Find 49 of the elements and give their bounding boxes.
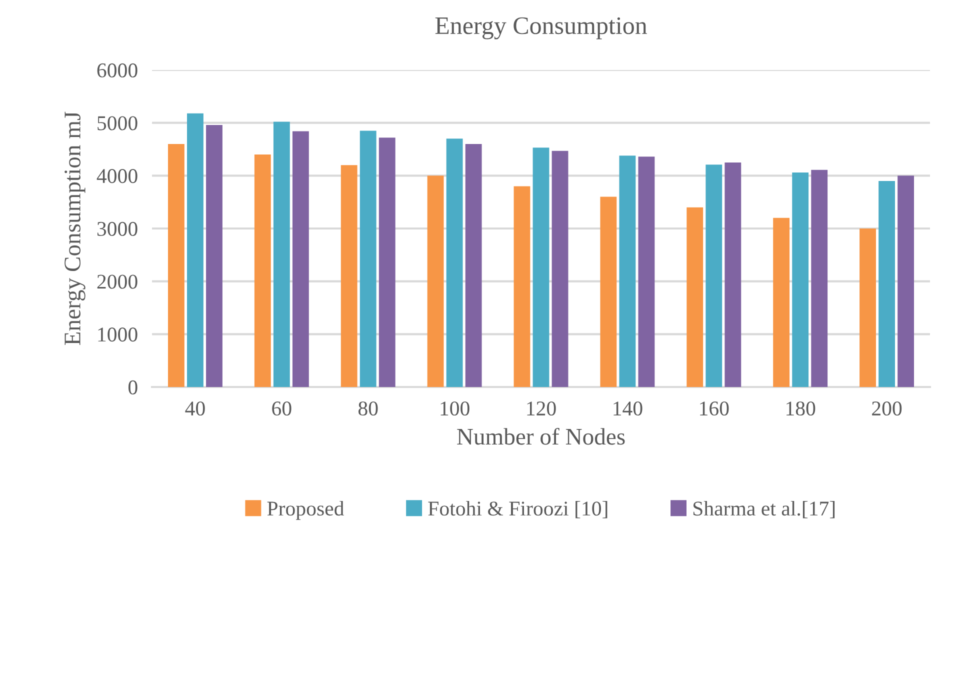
x-tick-label: 100 <box>440 401 470 416</box>
bar <box>792 172 809 387</box>
bar <box>340 165 358 387</box>
bar <box>427 176 444 387</box>
y-tick-label: 4000 <box>96 169 138 184</box>
bar <box>619 156 636 387</box>
x-tick-label: 60 <box>272 401 292 416</box>
legend-label: Sharma et al.[17] <box>693 500 835 518</box>
legend-label: Proposed <box>267 500 344 520</box>
bar <box>686 207 704 387</box>
bar <box>168 144 184 387</box>
bar <box>187 113 204 387</box>
x-tick-label: 140 <box>614 401 642 416</box>
y-tick-label: 2000 <box>97 274 138 289</box>
x-tick-label: 200 <box>872 401 902 416</box>
bar <box>638 156 655 387</box>
y-tick-label: 0 <box>128 380 138 394</box>
y-tick-label: 3000 <box>97 222 138 236</box>
y-axis-title: Energy Consumption mJ <box>64 112 86 346</box>
y-tick-label: 1000 <box>98 328 138 342</box>
bar <box>773 218 790 387</box>
bar <box>273 122 290 387</box>
x-axis-title: Number of Nodes <box>457 428 625 445</box>
bar <box>378 138 396 387</box>
bar <box>860 228 876 387</box>
legend-label: Fotohi & Firoozi [10] <box>428 500 608 518</box>
bar <box>206 124 222 387</box>
bar <box>878 180 895 387</box>
bar <box>552 150 568 387</box>
bar <box>292 131 309 387</box>
chart-title: Energy Consumption <box>435 17 647 40</box>
bar <box>706 164 722 387</box>
bar <box>254 154 271 387</box>
bar <box>446 138 463 387</box>
x-tick-label: 180 <box>786 401 816 416</box>
bar <box>898 176 914 387</box>
x-tick-label: 160 <box>700 401 729 416</box>
x-tick-label: 120 <box>527 401 556 416</box>
bar <box>532 148 550 387</box>
x-tick-label: 40 <box>185 401 205 416</box>
bar <box>811 170 828 387</box>
bar <box>514 186 530 387</box>
y-tick-label: 6000 <box>97 63 138 78</box>
bar <box>360 130 376 387</box>
bar <box>465 144 482 387</box>
bar <box>600 196 617 387</box>
x-tick-label: 80 <box>358 401 378 416</box>
y-tick-label: 5000 <box>98 116 138 130</box>
bar <box>724 162 742 387</box>
